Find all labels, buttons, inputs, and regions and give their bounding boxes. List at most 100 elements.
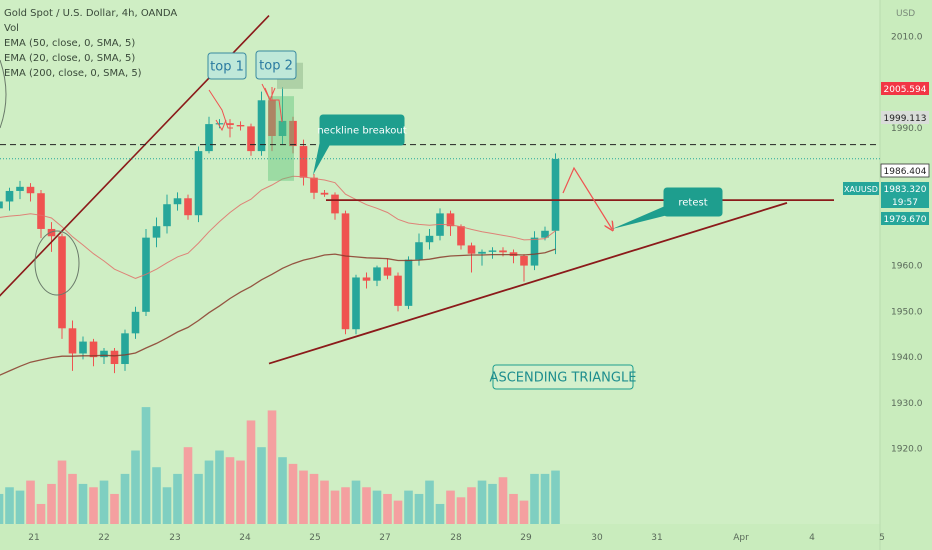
candle-body[interactable] <box>488 250 497 252</box>
top1-annotation-label: top 1 <box>210 60 244 75</box>
price-tick-label: 1930.0 <box>891 399 923 409</box>
top2-annotation-group: top 2 <box>255 50 297 80</box>
candle-body[interactable] <box>331 194 339 214</box>
volume-bar <box>393 500 403 524</box>
candle-body[interactable] <box>289 120 297 147</box>
neckline-zone <box>268 96 294 181</box>
retest-annotation-box[interactable] <box>663 187 723 217</box>
candle-body[interactable] <box>37 193 45 229</box>
candle-body[interactable] <box>278 120 287 137</box>
legend-line[interactable]: EMA (20, close, 0, SMA, 5) <box>4 53 136 64</box>
volume-bar <box>57 460 67 524</box>
top1-arrow <box>208 89 233 129</box>
price-label-group: 1986.404 <box>880 163 930 178</box>
legend-line[interactable]: EMA (200, close, 0, SMA, 5) <box>4 68 142 79</box>
candle-body[interactable] <box>121 333 129 365</box>
candle-body[interactable] <box>499 250 507 253</box>
volume-bar <box>488 483 497 524</box>
candle-body[interactable] <box>457 226 465 246</box>
candle-body[interactable] <box>215 123 224 125</box>
volume-bar <box>372 490 382 524</box>
candle-body[interactable] <box>310 177 318 193</box>
candle-body[interactable] <box>425 235 434 243</box>
candle-body[interactable] <box>163 204 171 227</box>
candle-body[interactable] <box>320 192 329 195</box>
legend-line[interactable]: Vol <box>4 23 19 34</box>
candle-body[interactable] <box>247 126 255 152</box>
volume-bar <box>162 487 172 524</box>
candle-body[interactable] <box>530 237 539 266</box>
candle-body[interactable] <box>268 100 276 137</box>
candle-body[interactable] <box>341 213 350 330</box>
neckline-annotation-box[interactable] <box>319 114 405 146</box>
volume-bar <box>446 490 455 524</box>
candle-body[interactable] <box>131 311 140 334</box>
candle-body[interactable] <box>47 228 56 237</box>
candle-body[interactable] <box>404 259 413 306</box>
price-label-bg <box>881 111 929 124</box>
volume-bar <box>131 450 140 524</box>
candle-body[interactable] <box>5 190 14 202</box>
candle-body[interactable] <box>205 124 213 152</box>
candle-body[interactable] <box>446 213 455 227</box>
indicator-legend: Gold Spot / U.S. Dollar, 4h, OANDA Vol E… <box>4 6 177 81</box>
candle-body[interactable] <box>520 255 528 266</box>
volume-bar <box>89 487 98 524</box>
candle-body[interactable] <box>0 201 3 209</box>
candle-body[interactable] <box>184 198 192 216</box>
volume-bar <box>288 463 298 524</box>
volume-bar <box>383 493 392 524</box>
price-label-bg <box>881 195 929 208</box>
volume-bar <box>362 487 371 524</box>
pattern-annotation-box[interactable] <box>492 364 634 390</box>
candle-body[interactable] <box>551 158 560 231</box>
price-label-group: 1979.670 <box>881 212 929 225</box>
candle-body[interactable] <box>478 251 486 254</box>
candle-body[interactable] <box>394 275 402 306</box>
candle-body[interactable] <box>58 236 66 329</box>
top1-arrow-head <box>215 119 227 132</box>
symbol-badge: XAUUSD <box>844 185 878 194</box>
ema-50-line <box>0 248 556 376</box>
candle-body[interactable] <box>26 186 35 194</box>
date-tick-label: 23 <box>169 533 180 543</box>
volume-bar <box>456 497 466 524</box>
volume-bar <box>183 447 193 524</box>
candle-body[interactable] <box>352 277 360 330</box>
volume-bar <box>540 473 550 524</box>
candle-body[interactable] <box>415 242 423 260</box>
price-label-bg <box>880 163 930 178</box>
candle-body[interactable] <box>467 245 476 254</box>
neckline-annotation-group: neckline breakout <box>317 114 407 146</box>
candle-body[interactable] <box>68 328 77 354</box>
candle-body[interactable] <box>373 267 381 281</box>
candle-body[interactable] <box>226 123 234 126</box>
candle-body[interactable] <box>89 341 98 358</box>
candle-body[interactable] <box>383 267 392 276</box>
candle-body[interactable] <box>16 186 24 191</box>
candle-body[interactable] <box>541 230 549 238</box>
volume-bar <box>173 473 182 524</box>
candle-body[interactable] <box>79 341 87 354</box>
candle-body[interactable] <box>236 125 245 127</box>
volume-bar <box>530 473 539 524</box>
volume-bar <box>404 490 413 524</box>
volume-bar <box>299 470 308 524</box>
candle-body[interactable] <box>194 151 203 216</box>
candle-body[interactable] <box>299 146 308 178</box>
volume-bar <box>477 480 487 524</box>
legend-line[interactable]: EMA (50, close, 0, SMA, 5) <box>4 38 136 49</box>
candle-body[interactable] <box>100 350 108 358</box>
legend-title[interactable]: Gold Spot / U.S. Dollar, 4h, OANDA <box>4 8 178 19</box>
top1-annotation-box[interactable] <box>207 52 247 80</box>
top2-annotation-box[interactable] <box>255 50 297 80</box>
volume-bar <box>435 503 445 524</box>
symbol-badge-bg <box>843 182 879 195</box>
candle-body[interactable] <box>362 277 371 281</box>
price-label-bg <box>881 82 929 95</box>
candle-body[interactable] <box>257 100 266 152</box>
candle-body[interactable] <box>110 350 119 365</box>
candle-body[interactable] <box>152 226 161 238</box>
candle-body[interactable] <box>173 198 182 205</box>
